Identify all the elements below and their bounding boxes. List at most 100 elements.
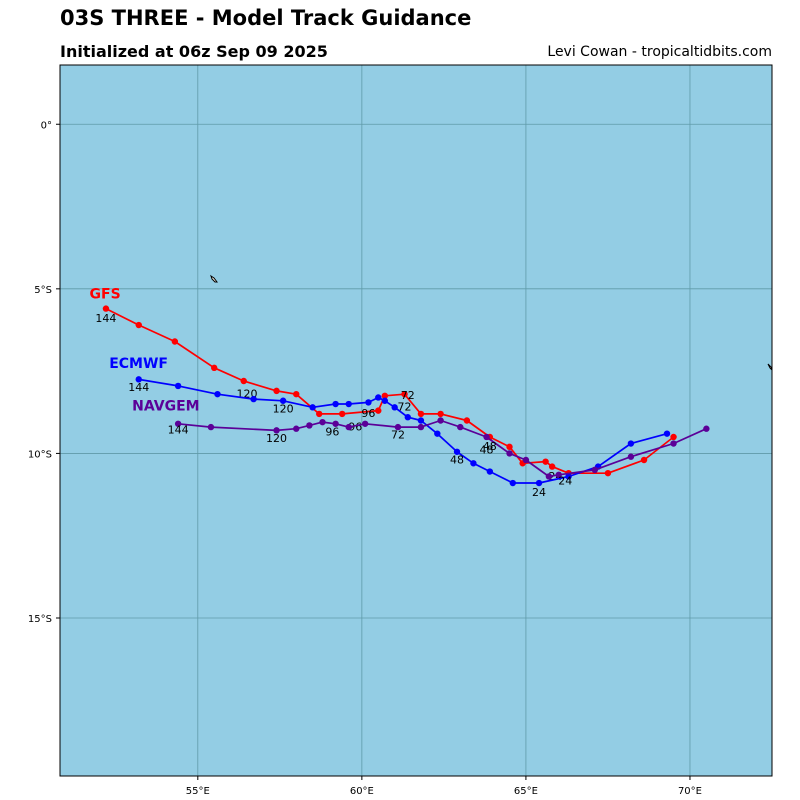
forecast-hour-label: 144 xyxy=(128,381,149,394)
model-label-gfs: GFS xyxy=(90,287,121,303)
model-tracks: 14412096724824GFS14412096724824ECMWF1441… xyxy=(90,287,710,499)
track-point-navgem xyxy=(319,418,326,426)
axis-ticks: 55°E 60°E 65°E 70°E 0° 5°S 10°S 15°S xyxy=(28,120,702,797)
track-point-navgem xyxy=(457,423,464,431)
forecast-hour-label: 144 xyxy=(168,424,189,437)
forecast-hour-label: 144 xyxy=(95,312,116,325)
track-point-navgem xyxy=(207,423,215,431)
lat-tick-label: 0° xyxy=(41,120,52,131)
track-point-ecmwf xyxy=(279,397,287,404)
lon-tick-label: 60°E xyxy=(350,786,374,797)
track-point-gfs xyxy=(338,410,346,418)
track-point-ecmwf xyxy=(470,460,477,467)
track-point-gfs xyxy=(604,469,612,477)
track-point-navgem xyxy=(670,440,677,447)
track-point-navgem xyxy=(545,473,553,480)
map-subtitle: Initialized at 06z Sep 09 2025 xyxy=(60,42,328,61)
map-credit: Levi Cowan - tropicaltidbits.com xyxy=(547,44,772,60)
track-line-ecmwf xyxy=(138,378,668,484)
forecast-hour-label: 24 xyxy=(532,486,546,499)
forecast-hour-label: 48 xyxy=(480,443,494,456)
track-point-navgem xyxy=(437,417,444,424)
track-point-ecmwf xyxy=(627,440,635,447)
forecast-hour-label: 72 xyxy=(398,401,412,414)
track-point-gfs xyxy=(135,321,142,329)
lon-tick-label: 70°E xyxy=(678,786,702,797)
track-point-ecmwf xyxy=(174,382,182,390)
lat-tick-label: 15°S xyxy=(28,614,52,625)
islands xyxy=(210,274,772,371)
track-point-gfs xyxy=(437,410,444,418)
island-agalega xyxy=(210,274,218,283)
forecast-hour-label: 96 xyxy=(361,407,375,420)
track-point-navgem xyxy=(332,420,339,427)
track-point-navgem xyxy=(345,423,352,431)
track-line-navgem xyxy=(178,419,707,478)
lon-tick-label: 65°E xyxy=(514,786,538,797)
forecast-hour-label: 96 xyxy=(325,425,339,438)
track-point-ecmwf xyxy=(345,400,352,408)
track-point-gfs xyxy=(316,410,323,418)
track-navgem: 144 120 96 72 48 24 NAVGEM xyxy=(132,399,710,488)
forecast-hour-label: 120 xyxy=(273,402,294,415)
track-point-ecmwf xyxy=(309,404,316,411)
track-point-gfs xyxy=(375,407,382,414)
track-point-ecmwf xyxy=(365,399,372,406)
track-point-ecmwf xyxy=(332,400,339,408)
track-point-gfs xyxy=(670,433,677,441)
track-point-navgem xyxy=(506,450,513,457)
forecast-hour-label: 48 xyxy=(483,440,497,453)
track-point-ecmwf xyxy=(434,430,441,437)
track-point-gfs xyxy=(401,390,408,398)
track-point-navgem xyxy=(522,456,530,464)
model-label-navgem: NAVGEM xyxy=(132,399,199,415)
track-point-navgem xyxy=(361,420,369,427)
track-point-ecmwf xyxy=(453,448,461,455)
forecast-hour-label: 120 xyxy=(266,432,287,445)
track-point-ecmwf xyxy=(663,430,671,437)
track-point-gfs xyxy=(417,410,425,418)
track-point-gfs xyxy=(381,392,389,400)
track-point-gfs xyxy=(171,338,179,345)
track-point-ecmwf xyxy=(535,479,543,487)
track-point-navgem xyxy=(394,423,402,431)
map-title: 03S THREE - Model Track Guidance xyxy=(60,6,472,30)
lat-tick-label: 10°S xyxy=(28,449,52,460)
track-point-ecmwf xyxy=(565,473,572,480)
track-point-ecmwf xyxy=(404,414,411,421)
track-point-gfs xyxy=(102,305,110,312)
track-point-navgem xyxy=(555,471,562,479)
lat-tick-label: 5°S xyxy=(34,285,52,296)
track-point-gfs xyxy=(542,458,549,465)
track-point-gfs xyxy=(211,364,218,372)
track-point-ecmwf xyxy=(250,395,257,403)
track-point-navgem xyxy=(174,420,182,427)
track-point-navgem xyxy=(627,453,635,460)
lon-tick-label: 55°E xyxy=(186,786,210,797)
track-point-navgem xyxy=(273,427,280,434)
track-point-ecmwf xyxy=(509,479,516,487)
track-point-navgem xyxy=(417,423,425,431)
track-point-ecmwf xyxy=(381,397,389,404)
track-point-gfs xyxy=(273,387,280,395)
track-point-ecmwf xyxy=(391,404,398,411)
track-point-navgem xyxy=(703,425,710,432)
track-point-gfs xyxy=(548,463,556,470)
track-point-gfs xyxy=(463,417,471,424)
island-chagos-edge xyxy=(767,363,772,371)
forecast-hour-label: 24 xyxy=(558,475,572,488)
forecast-hour-label: 72 xyxy=(401,389,415,402)
track-point-gfs xyxy=(293,390,300,398)
track-point-navgem xyxy=(293,425,300,432)
track-point-navgem xyxy=(483,433,490,441)
track-point-gfs xyxy=(506,443,513,451)
ocean-background xyxy=(60,65,772,776)
model-label-ecmwf: ECMWF xyxy=(109,356,168,372)
forecast-hour-label: 96 xyxy=(348,420,362,433)
track-point-ecmwf xyxy=(135,376,142,383)
track-point-navgem xyxy=(306,422,313,429)
track-point-navgem xyxy=(591,466,599,474)
track-point-gfs xyxy=(640,456,648,464)
forecast-hour-label: 72 xyxy=(391,429,405,442)
